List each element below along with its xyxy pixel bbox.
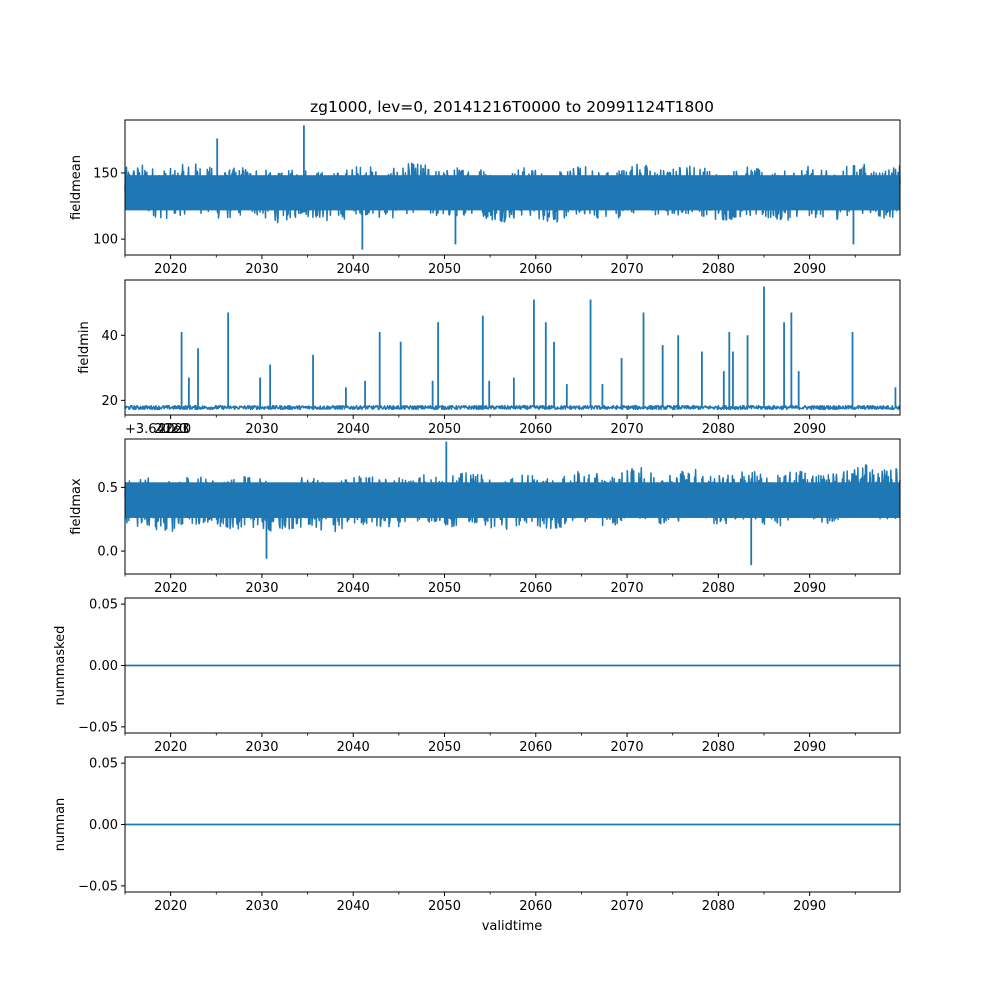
x-tick-label: 2060 [519,899,552,914]
x-tick-label: 2050 [428,740,461,755]
x-tick-label: 2040 [337,262,370,277]
x-tick-label: 2070 [611,740,644,755]
x-tick-label: 2060 [519,422,552,437]
overlapping-tick-label: 2020 [158,422,191,437]
y-axis-label: fieldmax [69,478,84,535]
y-tick-label: 150 [93,166,118,181]
x-tick-label: 2060 [519,740,552,755]
series-line [124,404,901,411]
x-tick-label: 2020 [154,581,187,596]
x-axis-label: validtime [482,919,543,934]
x-tick-label: 2050 [428,262,461,277]
x-tick-label: 2030 [245,581,278,596]
y-tick-label: 0.05 [89,757,118,772]
x-tick-label: 2090 [793,262,826,277]
x-tick-label: 2060 [519,581,552,596]
x-tick-label: 2040 [337,422,370,437]
axes-frame [124,279,901,416]
x-tick-label: 2030 [245,740,278,755]
y-tick-label: −0.05 [78,879,118,894]
x-tick-label: 2070 [611,581,644,596]
x-tick-label: 2050 [428,581,461,596]
y-axis-label: fieldmin [77,321,92,374]
x-tick-label: 2030 [245,262,278,277]
x-tick-label: 2020 [154,899,187,914]
x-tick-label: 2020 [154,740,187,755]
x-tick-label: 2070 [611,262,644,277]
x-tick-label: 2080 [702,581,735,596]
x-tick-label: 2080 [702,899,735,914]
axes-frame [124,119,901,256]
x-tick-label: 2090 [793,899,826,914]
y-tick-label: 0.00 [89,659,118,674]
series-band [125,175,900,211]
y-offset-text: +3.642e3 [125,422,189,437]
x-tick-label: 2090 [793,581,826,596]
panel-numnan: 2020 2030 2040 2050 2060 2070 2080 2090 −0.05 0.0… [53,756,901,914]
series-band [125,482,900,518]
x-tick-label: 2030 [245,899,278,914]
y-tick-label: 100 [93,233,118,248]
x-tick-label: 2090 [793,422,826,437]
panel-nummasked: 2020 2030 2040 2050 2060 2070 2080 2090 −0.05 0.0… [53,597,901,755]
panel-fieldmax: 2020 2030 2040 2050 2060 2070 2080 2090 0.0 0.5 fi… [69,422,901,596]
y-tick-label: 0.05 [89,598,118,613]
x-tick-label: 2040 [337,740,370,755]
y-tick-label: 20 [101,394,118,409]
x-tick-label: 2040 [337,581,370,596]
panel-fieldmin: 2020 2030 2040 2050 2060 2070 2080 20902040fiel… [77,279,901,437]
y-axis-label: fieldmean [69,155,84,220]
y-tick-label: 0.5 [97,481,118,496]
x-tick-label: 2020 [154,262,187,277]
y-tick-label: −0.05 [78,720,118,735]
y-axis-label: nummasked [53,626,68,706]
y-axis-label: numnan [53,798,68,852]
x-tick-label: 2060 [519,262,552,277]
y-tick-label: 40 [101,329,118,344]
x-tick-label: 2070 [611,899,644,914]
x-tick-label: 2080 [702,740,735,755]
panel-fieldmean: 2020 2030 2040 2050 2060 2070 2080 2090 100 150 fi… [69,119,901,277]
x-tick-label: 2050 [428,422,461,437]
x-tick-label: 2040 [337,899,370,914]
x-tick-label: 2080 [702,262,735,277]
x-tick-label: 2030 [245,422,278,437]
panels: 2020 2030 2040 2050 2060 2070 2080 2090100150fi… [53,119,901,914]
y-tick-label: 0.0 [97,545,118,560]
x-tick-label: 2080 [702,422,735,437]
y-tick-label: 0.00 [89,818,118,833]
x-tick-label: 2090 [793,740,826,755]
x-tick-label: 2020 [154,422,187,437]
x-tick-label: 2050 [428,899,461,914]
axes-frame [124,438,901,575]
figure-title: zg1000, lev=0, 20141216T0000 to 20991124… [310,98,714,116]
x-tick-label: 2070 [611,422,644,437]
